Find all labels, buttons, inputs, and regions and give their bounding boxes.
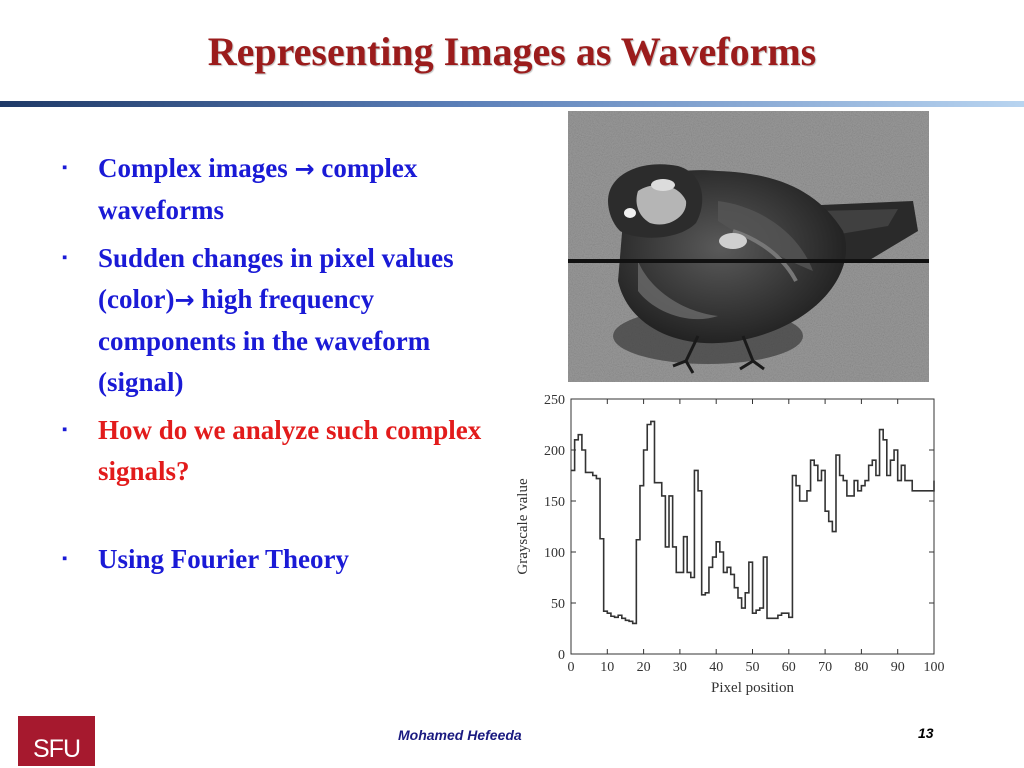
- right-arrow-icon: →: [174, 286, 195, 314]
- x-tick-label: 10: [600, 660, 614, 675]
- x-tick-label: 20: [637, 660, 651, 675]
- y-tick-label: 150: [544, 495, 565, 510]
- x-tick-label: 60: [782, 660, 796, 675]
- bullet-marker-icon: ▪: [62, 551, 68, 567]
- grayscale-series-line: [571, 420, 935, 625]
- x-tick-label: 50: [746, 660, 760, 675]
- x-axis-label: Pixel position: [711, 680, 794, 696]
- bullet-list: ▪ Complex images → complex waveforms ▪ S…: [62, 148, 532, 580]
- bullet-item-3: ▪ How do we analyze such complex signals…: [62, 410, 532, 492]
- bullet-item-4: ▪ Using Fourier Theory: [62, 539, 532, 580]
- x-tick-label: 90: [891, 660, 905, 675]
- x-tick-label: 30: [673, 660, 687, 675]
- bullet-3-text: How do we analyze such complex signals?: [98, 415, 482, 486]
- y-tick-label: 250: [544, 393, 565, 408]
- sfu-logo: SFU: [18, 716, 95, 766]
- bullet-4-text: Using Fourier Theory: [98, 544, 350, 574]
- y-tick-label: 200: [544, 444, 565, 459]
- bullet-marker-icon: ▪: [62, 250, 68, 266]
- bullet-marker-icon: ▪: [62, 160, 68, 176]
- slide-title: Representing Images as Waveforms: [207, 29, 817, 74]
- bullet-2-text-end: high frequency components in the wavefor…: [98, 284, 431, 397]
- y-tick-label: 0: [558, 648, 565, 663]
- y-tick-label: 50: [551, 597, 565, 612]
- y-tick-label: 100: [544, 546, 565, 561]
- title-divider: [0, 101, 1024, 107]
- page-number: 13: [918, 725, 934, 741]
- x-tick-label: 40: [709, 660, 723, 675]
- bullet-1-text-end: complex waveforms: [98, 153, 418, 225]
- x-tick-label: 0: [568, 660, 575, 675]
- x-tick-label: 100: [924, 660, 945, 675]
- bullet-marker-icon: ▪: [62, 422, 68, 438]
- bullet-item-1: ▪ Complex images → complex waveforms: [62, 148, 532, 231]
- y-axis-label: Grayscale value: [515, 478, 531, 575]
- bullet-2-text-start: Sudden changes in pixel values (color): [98, 243, 454, 314]
- x-tick-label: 80: [854, 660, 868, 675]
- bullet-1-text-start: Complex images: [98, 153, 295, 183]
- grayscale-line-chart: 0 10 20 30 40 50 60 70 80 90 100 0 50 100 150 200 250 Pix…: [515, 393, 945, 696]
- sparrow-photo-icon: [568, 111, 929, 382]
- bullet-item-2: ▪ Sudden changes in pixel values (color)…: [62, 238, 478, 403]
- right-arrow-icon: →: [294, 155, 315, 183]
- x-tick-label: 70: [818, 660, 832, 675]
- sfu-logo-text: SFU: [33, 735, 81, 763]
- footer-author: Mohamed Hefeeda: [398, 727, 522, 743]
